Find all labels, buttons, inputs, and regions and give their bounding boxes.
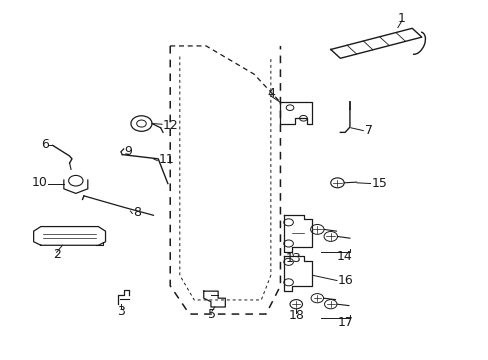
Text: 18: 18 [288,309,304,322]
Text: 2: 2 [53,248,61,261]
Text: 16: 16 [337,274,353,287]
Text: 9: 9 [124,145,132,158]
Text: 11: 11 [158,153,174,166]
Text: 17: 17 [337,316,352,329]
Text: 7: 7 [365,124,372,137]
Text: 4: 4 [266,87,274,100]
Text: 15: 15 [371,177,386,190]
Text: 10: 10 [31,176,47,189]
Text: 13: 13 [285,252,301,265]
Text: 1: 1 [397,12,405,25]
Text: 8: 8 [133,206,141,219]
Text: 14: 14 [336,251,351,264]
Text: 5: 5 [207,307,216,320]
Text: 3: 3 [117,305,124,318]
Text: 12: 12 [163,119,179,132]
Text: 6: 6 [41,138,48,151]
